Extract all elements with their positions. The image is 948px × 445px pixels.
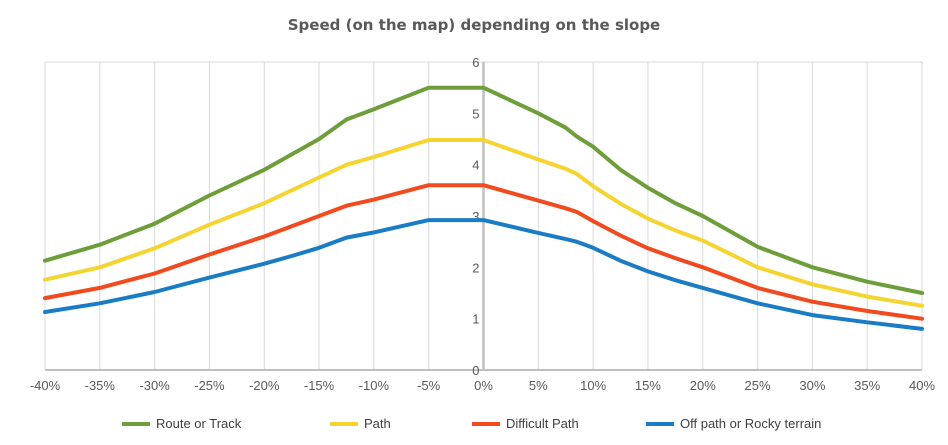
x-tick-label: 5% xyxy=(529,378,548,393)
y-tick-label: 0 xyxy=(472,363,479,378)
series-line-4 xyxy=(43,218,924,331)
x-tick-label: -35% xyxy=(85,378,116,393)
legend-label: Off path or Rocky terrain xyxy=(680,416,822,431)
legend-item: Difficult Path xyxy=(472,416,579,431)
y-tick-label: 2 xyxy=(472,260,479,275)
y-tick-label: 6 xyxy=(472,55,479,70)
y-tick-label: 5 xyxy=(472,106,479,121)
legend-swatch xyxy=(122,421,150,426)
chart-title: Speed (on the map) depending on the slop… xyxy=(287,16,661,34)
y-tick-label: 4 xyxy=(472,158,479,173)
x-tick-label: -20% xyxy=(249,378,280,393)
legend-swatch xyxy=(472,421,500,426)
legend-swatch xyxy=(330,421,358,426)
legend-item: Path xyxy=(330,416,391,431)
legend: Route or Track Path Difficult Path Off path… xyxy=(0,416,948,436)
x-tick-label: -30% xyxy=(139,378,170,393)
x-tick-label: -10% xyxy=(359,378,390,393)
legend-label: Difficult Path xyxy=(506,416,579,431)
x-tick-label: 30% xyxy=(799,378,825,393)
x-tick-label: 20% xyxy=(690,378,716,393)
x-tick-label: -40% xyxy=(30,378,61,393)
x-tick-label: -25% xyxy=(194,378,225,393)
x-tick-label: 35% xyxy=(854,378,880,393)
y-tick-label: 1 xyxy=(472,312,479,327)
legend-label: Route or Track xyxy=(156,416,242,431)
x-tick-label: -15% xyxy=(304,378,335,393)
x-tick-label: 25% xyxy=(745,378,771,393)
x-tick-label: 15% xyxy=(635,378,661,393)
legend-item: Off path or Rocky terrain xyxy=(646,416,821,431)
series-line-3 xyxy=(43,183,924,321)
x-tick-label: -5% xyxy=(417,378,441,393)
legend-item: Route or Track xyxy=(122,416,241,431)
x-tick-label: 40% xyxy=(909,378,935,393)
series-line-1 xyxy=(43,85,924,295)
x-tick-label: 10% xyxy=(580,378,606,393)
y-tick-label: 3 xyxy=(472,209,479,224)
series-line-2 xyxy=(43,138,924,308)
legend-label: Path xyxy=(364,416,391,431)
x-tick-label: 0% xyxy=(474,378,493,393)
legend-swatch xyxy=(646,421,674,426)
